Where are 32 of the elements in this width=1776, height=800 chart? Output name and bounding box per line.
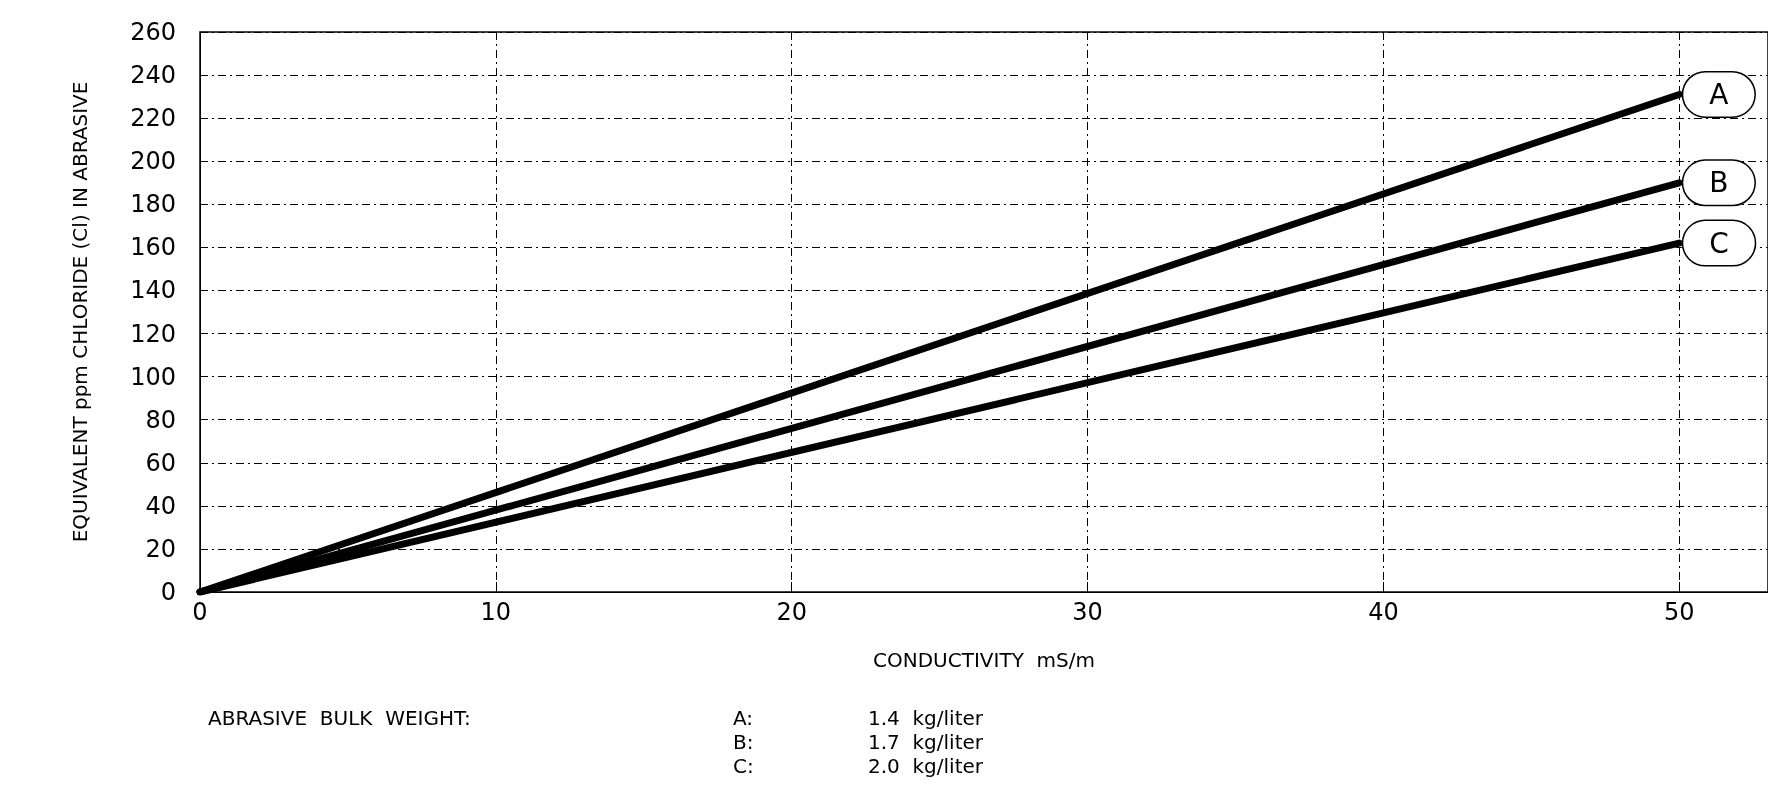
y-tick-label: 80 — [145, 405, 176, 434]
text: A: — [733, 706, 754, 730]
y-tick-label: 240 — [130, 61, 176, 90]
text: 1.7 kg/liter — [868, 730, 984, 754]
y-tick-label: 20 — [145, 534, 176, 563]
text: C: — [733, 754, 754, 778]
y-tick-label: 60 — [145, 448, 176, 477]
x-tick-label: 10 — [480, 598, 512, 626]
x-axis-title: CONDUCTIVITY mS/m — [873, 648, 1095, 672]
y-axis-title: EQUIVALENT ppm CHLORIDE (Cl) IN ABRASIVE — [68, 81, 92, 543]
series-label: B — [1709, 166, 1729, 200]
y-tick-label: 180 — [130, 190, 176, 219]
y-tick-label: 200 — [130, 147, 176, 176]
legend-label: C — [1709, 226, 1729, 260]
x-tick-label: 0 — [192, 598, 208, 626]
y-tick-label: 120 — [130, 319, 176, 348]
y-tick-label: 100 — [130, 362, 176, 391]
x-tick-label: 20 — [776, 598, 807, 626]
text: 1.4 kg/liter — [868, 706, 984, 730]
y-tick-label: 260 — [130, 18, 176, 46]
text: ABRASIVE BULK WEIGHT: — [208, 706, 471, 730]
y-tick-label: 160 — [130, 233, 176, 262]
y-tick-label: 0 — [160, 578, 176, 606]
x-tick-label: 50 — [1663, 598, 1695, 626]
y-tick-label: 40 — [145, 491, 176, 520]
series-label: A — [1709, 77, 1729, 111]
x-tick-label: 40 — [1368, 598, 1399, 626]
y-tick-label: 220 — [130, 104, 176, 133]
y-tick-label: 140 — [130, 276, 176, 305]
x-tick-label: 30 — [1072, 598, 1103, 626]
text: B: — [733, 730, 754, 754]
text: 2.0 kg/liter — [868, 754, 984, 778]
